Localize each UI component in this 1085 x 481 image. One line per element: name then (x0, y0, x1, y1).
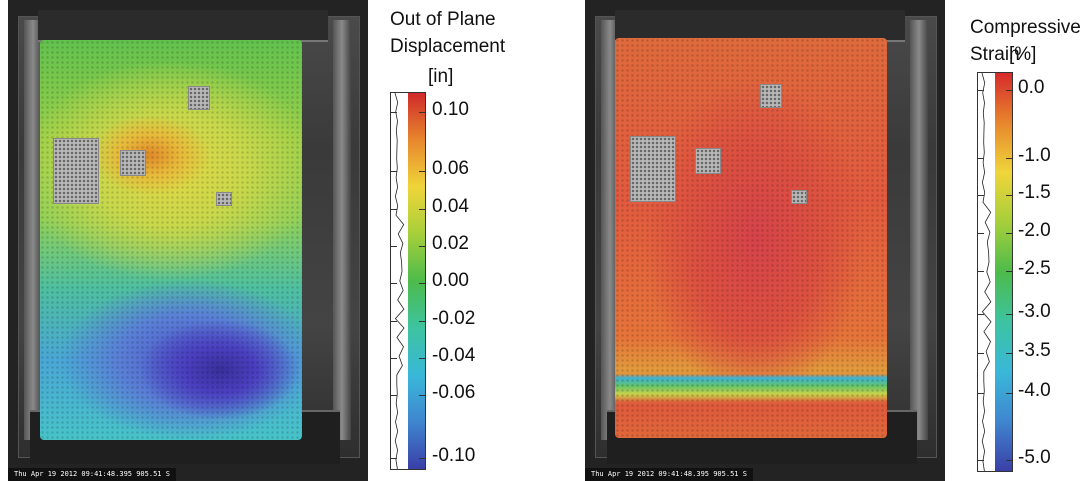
colorbar-label: -5.0 (1018, 447, 1051, 468)
colorbar-tick (1006, 353, 1012, 354)
colorbar-tick (391, 395, 397, 396)
data-gap (53, 138, 99, 204)
colorbar-label: -3.5 (1018, 340, 1051, 361)
colorbar-tick (978, 233, 984, 234)
colorbar-label: -0.06 (432, 382, 476, 403)
colorbar-title: Compressive Strain (970, 17, 1081, 65)
colorbar-label: -1.0 (1018, 145, 1051, 166)
colorbar-tick (1006, 393, 1012, 394)
fixture-rail-right (333, 20, 351, 440)
colorbar-tick (1006, 314, 1012, 315)
colorbar-label: 0.10 (432, 99, 469, 120)
colorbar-tick (419, 171, 425, 172)
colorbar-tick (978, 314, 984, 315)
colorbar-label: -3.0 (1018, 301, 1051, 322)
colorbar-tick (978, 271, 984, 272)
colorbar-tick (978, 195, 984, 196)
colorbar-tick (419, 321, 425, 322)
colorbar-tick (391, 246, 397, 247)
top-clamp (38, 10, 328, 42)
timestamp: Thu Apr 19 2012 09:41:48.395 905.51 S (8, 468, 176, 481)
colorbar-tick (391, 283, 397, 284)
colorbar-label: -2.5 (1018, 258, 1051, 279)
colorbar-label: -1.5 (1018, 182, 1051, 203)
colorbar-tick (978, 158, 984, 159)
colorbar-tick (391, 458, 397, 459)
histogram-trace (978, 73, 995, 471)
colorbar-unit: [%] (1009, 44, 1037, 65)
colorbar-label: -4.0 (1018, 380, 1051, 401)
colorbar-tick (1006, 158, 1012, 159)
strain-image: Thu Apr 19 2012 09:41:48.395 905.51 S (585, 0, 945, 481)
colorbar-tick (419, 112, 425, 113)
colorbar-title: Out of Plane Displacement (390, 9, 506, 57)
colorbar-tick (978, 90, 984, 91)
displacement-colorbar (390, 92, 426, 470)
data-gap (120, 150, 146, 176)
colorbar-tick (978, 353, 984, 354)
colorbar-tick (978, 460, 984, 461)
colorbar-tick (1006, 460, 1012, 461)
colorbar-label: 0.04 (432, 196, 469, 217)
colorbar-label: 0.06 (432, 158, 469, 179)
colorbar-label: -0.04 (432, 345, 476, 366)
data-gap (760, 84, 782, 108)
data-gap (695, 148, 721, 174)
colorbar-label: -0.10 (432, 445, 476, 466)
colorbar-label: 0.02 (432, 233, 469, 254)
strain-contour-map (615, 38, 887, 438)
colorbar-tick (419, 395, 425, 396)
colorbar-tick (391, 358, 397, 359)
colorbar-tick (419, 358, 425, 359)
colorbar-unit: [in] (428, 66, 454, 87)
colorbar-label: 0.0 (1018, 77, 1045, 98)
colorbar-tick (391, 171, 397, 172)
timestamp: Thu Apr 19 2012 09:41:48.395 905.51 S (585, 468, 753, 481)
data-gap (791, 190, 807, 204)
colorbar-tick (419, 209, 425, 210)
displacement-contour-map (40, 40, 302, 440)
colorbar-tick (391, 321, 397, 322)
colorbar-tick (978, 393, 984, 394)
fixture-rail-right (910, 20, 928, 440)
colorbar-tick (1006, 271, 1012, 272)
colorbar-tick (419, 283, 425, 284)
colorbar-tick (391, 112, 397, 113)
colorbar-tick (419, 246, 425, 247)
colorbar-tick (1006, 233, 1012, 234)
data-gap (216, 192, 232, 206)
colorbar-label: 0.00 (432, 270, 469, 291)
fixture-rail-left (24, 20, 42, 440)
data-gap (188, 86, 210, 110)
strain-colorbar (977, 72, 1013, 472)
colorbar-tick (391, 209, 397, 210)
colorbar-tick (419, 458, 425, 459)
data-gap (630, 136, 676, 202)
fixture-rail-left (601, 20, 619, 440)
colorbar-label: -0.02 (432, 308, 476, 329)
histogram-trace (391, 93, 408, 469)
colorbar-tick (1006, 195, 1012, 196)
displacement-image: Thu Apr 19 2012 09:41:48.395 905.51 S (8, 0, 368, 481)
colorbar-label: -2.0 (1018, 220, 1051, 241)
colorbar-tick (1006, 90, 1012, 91)
